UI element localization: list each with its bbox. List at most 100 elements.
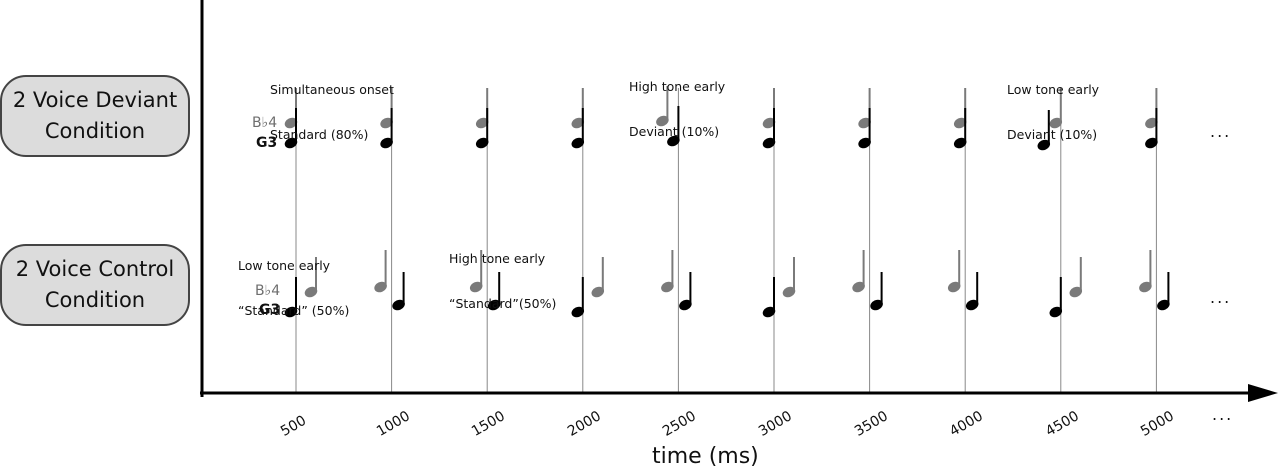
high-deviant-annotation-line2: Deviant (10%) [629,124,720,139]
low-deviant-annotation-line1: Low tone early [1007,82,1100,97]
deviant-low-note [475,108,489,149]
low-standard-annotation-line1: Low tone early [238,258,331,273]
low-deviant-annotation: Low tone early Deviant (10%) [1007,52,1099,172]
control-low-note-head [284,306,298,318]
control-high-note-head [1139,281,1152,293]
control-high-note-head [469,281,483,293]
control-row-ellipsis: ... [1210,288,1232,307]
deviant-low-note-head [284,137,298,149]
high-deviant-annotation: High tone early Deviant (10%) [629,49,725,169]
control-high-note [782,257,796,298]
control-high-note-head [1069,286,1083,298]
deviant-high-pitch-label: B♭4 [252,115,278,131]
deviant-high-note-head [1145,117,1158,129]
control-high-note-head [782,286,796,298]
deviant-high-note-head [858,117,871,129]
control-low-note [1049,277,1063,318]
control-high-note-head [852,281,865,293]
control-low-note-head [679,299,692,311]
deviant-low-note-head [953,137,967,149]
deviant-low-note-head [571,137,585,149]
control-low-note [284,277,298,318]
control-low-note [762,277,776,318]
high-deviant-annotation-line1: High tone early [629,79,726,94]
control-high-note [374,250,387,293]
control-high-note [661,250,674,293]
control-low-note-head [1049,306,1063,318]
deviant-low-note-head [1145,137,1158,149]
simultaneous-annotation-line1: Simultaneous onset [270,82,394,97]
control-low-note [571,277,585,318]
control-low-note [487,272,501,311]
simultaneous-onset-annotation: Simultaneous onset Standard (80%) [270,52,394,172]
deviant-high-note-head [1049,117,1063,129]
high-standard-annotation: High tone early “Standard”(50%) [449,221,556,341]
deviant-condition-label: 2 Voice Deviant Condition [0,75,190,157]
control-high-note [591,257,605,298]
control-high-note [1069,257,1083,298]
low-standard-annotation: Low tone early “Standard” (50%) [238,228,349,348]
deviant-row-ellipsis: ... [1210,122,1232,141]
high-standard-annotation-line1: High tone early [449,251,546,266]
deviant-low-note [953,108,967,149]
axis-ellipsis: ... [1212,405,1234,424]
control-high-note-head [591,286,605,298]
control-low-note [1157,272,1170,311]
control-high-note-head [304,286,318,298]
deviant-high-note-head [475,117,489,129]
deviant-high-note-head [953,117,967,129]
control-low-note-head [571,306,585,318]
x-axis-title: time (ms) [652,444,759,469]
deviant-low-note [571,108,585,149]
control-low-note-head [1157,299,1170,311]
control-condition-line1: 2 Voice Control [15,257,175,281]
deviant-low-pitch-label: G3 [256,135,278,151]
deviant-condition-line2: Condition [44,119,146,143]
deviant-condition-line1: 2 Voice Deviant [12,88,178,112]
control-low-note [965,272,979,311]
deviant-high-note-head [284,117,298,129]
deviant-low-note-head [1037,139,1051,151]
control-high-note [304,257,318,298]
control-low-note [392,272,405,311]
control-low-note-head [965,299,979,311]
deviant-low-note-head [475,137,489,149]
control-low-note-head [392,299,405,311]
control-high-note-head [947,281,961,293]
control-high-note [1139,250,1152,293]
control-condition-label: 2 Voice Control Condition [0,244,190,326]
control-high-pitch-label: B♭4 [255,283,281,299]
high-standard-annotation-line2: “Standard”(50%) [449,296,557,311]
deviant-high-note-head [656,115,669,127]
control-high-note [947,250,961,293]
control-high-note [852,250,865,293]
control-low-note [679,272,692,311]
deviant-low-note-head [667,135,680,147]
deviant-low-note [380,108,393,149]
deviant-low-note [858,108,871,149]
deviant-high-note-head [571,117,585,129]
control-condition-line2: Condition [44,288,146,312]
control-high-note-head [374,281,387,293]
deviant-high-note-head [762,117,776,129]
control-high-note [469,250,483,293]
low-standard-annotation-line2: “Standard” (50%) [238,303,350,318]
simultaneous-annotation-line2: Standard (80%) [270,127,369,142]
low-deviant-annotation-line2: Deviant (10%) [1007,127,1098,142]
control-low-note-head [487,299,501,311]
deviant-low-note [762,108,776,149]
deviant-low-note [284,108,298,149]
control-low-note-head [762,306,776,318]
control-low-pitch-label: G3 [259,302,281,318]
x-axis-arrowhead [1248,384,1278,402]
deviant-high-note-head [380,117,393,129]
deviant-low-note [667,106,680,147]
control-low-note-head [870,299,883,311]
deviant-low-note [1037,110,1051,151]
deviant-high-note [656,86,669,127]
control-high-note-head [661,281,674,293]
deviant-low-note-head [380,137,393,149]
control-low-note [870,272,883,311]
